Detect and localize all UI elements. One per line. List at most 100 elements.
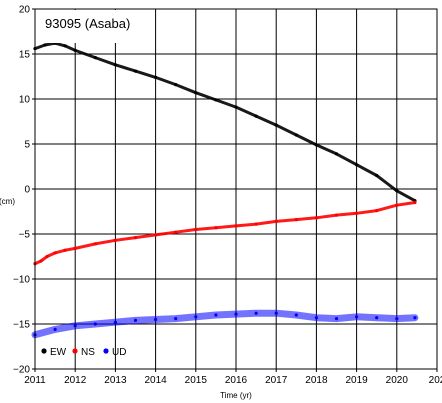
chart-title: 93095 (Asaba) <box>45 16 130 31</box>
data-point <box>294 218 298 222</box>
data-point <box>154 233 158 237</box>
data-point <box>355 211 359 215</box>
series-line <box>31 309 419 339</box>
title-box <box>36 10 136 43</box>
data-point <box>254 311 258 315</box>
legend: EW NS UD <box>41 347 126 358</box>
data-point <box>53 327 57 331</box>
data-point <box>194 91 198 95</box>
legend-marker <box>72 348 78 354</box>
y-tick-label: −5 <box>19 230 31 241</box>
data-point <box>43 43 47 47</box>
series-line <box>33 201 417 266</box>
plot-data <box>31 41 419 339</box>
data-point <box>214 226 218 230</box>
data-point <box>93 56 97 60</box>
x-tick-label: 2011 <box>24 375 46 386</box>
data-point <box>314 216 318 220</box>
data-point <box>375 209 379 213</box>
data-point <box>334 213 339 217</box>
legend-label: EW <box>50 347 67 358</box>
x-tick-label: 202 <box>429 375 442 386</box>
y-tick-label: 15 <box>19 50 31 61</box>
x-tick-label: 2017 <box>265 375 288 386</box>
y-axis-label: (cm) <box>0 197 15 206</box>
x-tick-label: 2020 <box>386 375 409 386</box>
y-tick-label: −20 <box>13 365 30 376</box>
data-point <box>154 75 158 79</box>
data-point <box>274 219 278 223</box>
legend-label: UD <box>112 347 126 358</box>
y-tick-label: −10 <box>13 275 30 286</box>
data-point <box>413 316 417 320</box>
data-point <box>314 143 318 147</box>
x-tick-label: 2015 <box>185 375 208 386</box>
data-point <box>194 227 198 232</box>
data-point <box>174 230 178 234</box>
y-tick-label: −15 <box>13 320 30 331</box>
data-point <box>45 254 49 259</box>
legend-label: NS <box>81 347 95 358</box>
y-tick-label: 20 <box>19 5 31 16</box>
x-tick-label: 2018 <box>305 375 328 386</box>
data-point <box>113 320 117 324</box>
x-tick-label: 2014 <box>144 375 167 386</box>
data-point <box>174 83 178 87</box>
data-point <box>234 224 238 228</box>
series-line <box>33 41 417 203</box>
data-point <box>93 242 97 246</box>
data-point <box>39 259 43 263</box>
data-point <box>274 123 278 127</box>
series-ns <box>33 200 417 266</box>
data-point <box>194 315 198 319</box>
data-point <box>254 114 258 118</box>
y-tick-label: 10 <box>19 95 31 106</box>
data-point <box>395 203 399 207</box>
data-point <box>73 324 77 328</box>
data-point <box>375 173 379 178</box>
legend-marker <box>41 348 47 354</box>
data-point <box>395 317 399 321</box>
x-axis-label: Time (yr) <box>220 391 252 400</box>
x-ticks: 2011 2012 2013 2014 2015 2016 2017 2018 2019 2020… <box>24 369 442 386</box>
x-tick-label: 2012 <box>64 375 87 386</box>
data-point <box>334 317 339 321</box>
data-point <box>355 315 359 319</box>
y-tick-label: 5 <box>24 140 30 151</box>
series-ew <box>33 41 417 203</box>
data-point <box>73 48 77 53</box>
legend-marker <box>103 348 109 354</box>
data-point <box>234 105 238 109</box>
data-point <box>294 313 298 317</box>
y-ticks: −20 −15 −10 −5 0 5 10 15 20 <box>13 5 35 376</box>
data-point <box>214 313 218 317</box>
data-point <box>53 251 57 255</box>
data-point <box>294 133 298 137</box>
data-point <box>63 248 67 252</box>
series-ud <box>31 309 419 339</box>
data-point <box>133 236 138 240</box>
x-tick-label: 2013 <box>104 375 127 386</box>
x-tick-label: 2016 <box>225 375 248 386</box>
data-point <box>395 189 399 193</box>
data-point <box>254 222 258 226</box>
data-point <box>63 44 67 48</box>
data-point <box>355 163 359 167</box>
data-point <box>113 238 117 242</box>
data-point <box>174 317 178 321</box>
data-point <box>334 152 339 156</box>
data-point <box>234 312 238 316</box>
data-point <box>133 318 138 322</box>
data-point <box>73 246 77 250</box>
data-point <box>214 98 218 102</box>
data-point <box>314 316 318 320</box>
data-point <box>413 200 417 205</box>
data-point <box>154 317 158 322</box>
data-point <box>375 316 379 320</box>
data-point <box>93 322 97 326</box>
data-point <box>133 69 138 73</box>
data-point <box>274 311 278 315</box>
data-point <box>113 63 117 67</box>
x-tick-label: 2019 <box>345 375 368 386</box>
